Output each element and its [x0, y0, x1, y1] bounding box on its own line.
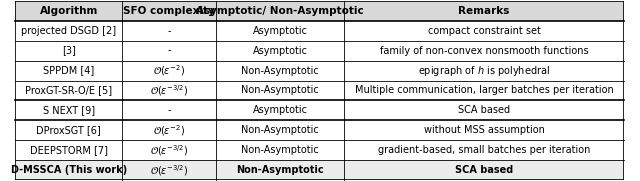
Text: gradient-based, small batches per iteration: gradient-based, small batches per iterat…: [378, 145, 590, 155]
Text: Asymptotic: Asymptotic: [253, 106, 308, 115]
Text: family of non-convex nonsmooth functions: family of non-convex nonsmooth functions: [380, 46, 588, 56]
Text: Asymptotic: Asymptotic: [253, 26, 308, 36]
Text: -: -: [167, 46, 171, 56]
Text: Non-Asymptotic: Non-Asymptotic: [241, 85, 319, 96]
Text: compact constraint set: compact constraint set: [428, 26, 540, 36]
Bar: [15, 160, 624, 180]
Text: Remarks: Remarks: [458, 6, 509, 16]
Text: $\mathcal{O}(\epsilon^{-2})$: $\mathcal{O}(\epsilon^{-2})$: [153, 123, 185, 138]
Text: Algorithm: Algorithm: [40, 6, 98, 16]
Text: DProxSGT [6]: DProxSGT [6]: [36, 125, 101, 135]
Bar: [15, 1, 122, 21]
Text: Asymptotic: Asymptotic: [253, 46, 308, 56]
Text: Asymptotic/ Non-Asymptotic: Asymptotic/ Non-Asymptotic: [196, 6, 364, 16]
Text: projected DSGD [2]: projected DSGD [2]: [21, 26, 116, 36]
Text: Multiple communication, larger batches per iteration: Multiple communication, larger batches p…: [355, 85, 613, 96]
Text: without MSS assumption: without MSS assumption: [424, 125, 545, 135]
Bar: [344, 1, 624, 21]
Text: S NEXT [9]: S NEXT [9]: [43, 106, 95, 115]
Text: $\mathcal{O}(\epsilon^{-3/2})$: $\mathcal{O}(\epsilon^{-3/2})$: [150, 83, 188, 98]
Text: Non-Asymptotic: Non-Asymptotic: [241, 125, 319, 135]
Text: Non-Asymptotic: Non-Asymptotic: [241, 66, 319, 75]
Text: $\mathcal{O}(\epsilon^{-2})$: $\mathcal{O}(\epsilon^{-2})$: [153, 63, 185, 78]
Text: SPPDM [4]: SPPDM [4]: [43, 66, 94, 75]
Text: SFO complexity: SFO complexity: [124, 6, 215, 16]
Text: $\mathcal{O}(\epsilon^{-3/2})$: $\mathcal{O}(\epsilon^{-3/2})$: [150, 143, 188, 158]
Text: [3]: [3]: [61, 46, 76, 56]
Text: $\mathcal{O}(\epsilon^{-3/2})$: $\mathcal{O}(\epsilon^{-3/2})$: [150, 163, 188, 178]
Text: Non-Asymptotic: Non-Asymptotic: [241, 145, 319, 155]
Text: D-MSSCA (This work): D-MSSCA (This work): [10, 165, 127, 175]
Text: SCA based: SCA based: [455, 165, 513, 175]
Text: ProxGT-SR-O/E [5]: ProxGT-SR-O/E [5]: [25, 85, 112, 96]
Text: -: -: [167, 26, 171, 36]
Bar: [216, 1, 344, 21]
Text: -: -: [167, 106, 171, 115]
Text: Non-Asymptotic: Non-Asymptotic: [236, 165, 324, 175]
Text: SCA based: SCA based: [458, 106, 510, 115]
Bar: [122, 1, 216, 21]
Text: epigraph of $h$ is polyhedral: epigraph of $h$ is polyhedral: [418, 64, 550, 77]
Text: DEEPSTORM [7]: DEEPSTORM [7]: [29, 145, 108, 155]
